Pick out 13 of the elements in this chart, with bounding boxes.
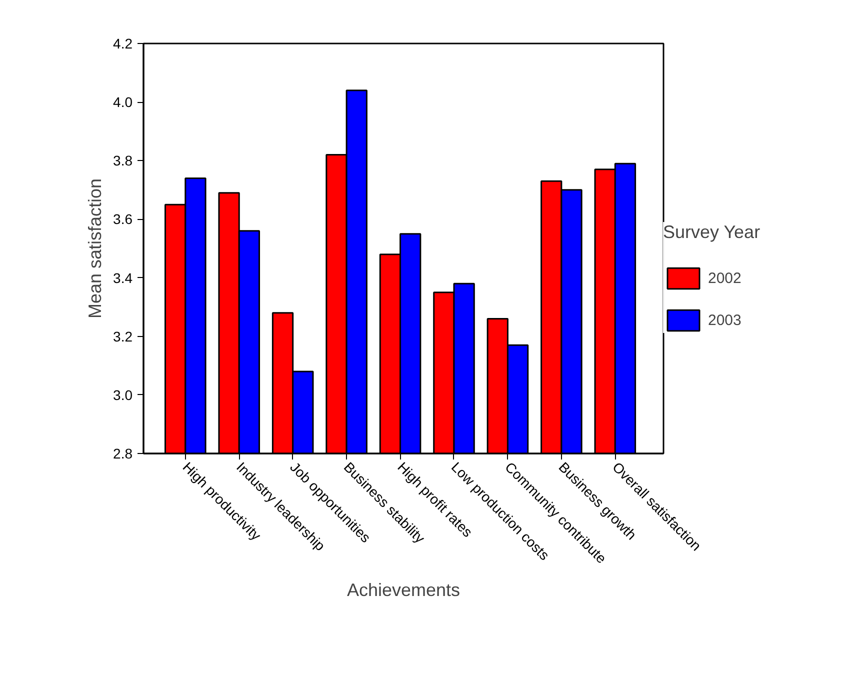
x-axis-title: Achievements [346,580,460,600]
y-tick-label: 4.2 [113,36,133,52]
legend-title: Survey Year [663,222,760,243]
y-tick-label: 3.8 [113,152,133,169]
y-axis-title: Mean satisfaction [85,178,106,319]
y-tick-label: 4.0 [113,94,133,110]
y-tick-label: 2.8 [113,446,133,462]
y-tick-label: 3.4 [113,270,133,286]
y-tick-label: 3.2 [113,328,133,344]
y-tick-label: 3.6 [113,211,133,228]
y-tick-label: 3.0 [113,386,133,403]
legend-label: 2002 [708,270,742,286]
legend-label: 2003 [708,312,742,328]
